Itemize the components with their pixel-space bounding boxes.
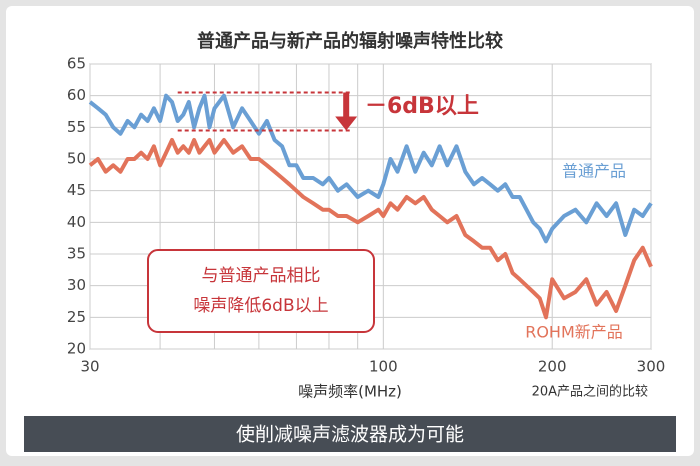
x-tick-label: 30 [80,358,99,376]
series-label: ROHM新产品 [525,323,623,342]
y-tick-label: 45 [67,181,86,199]
y-tick-label: 55 [67,118,86,136]
y-tick-label: 20 [67,340,86,358]
series-line [88,138,653,320]
x-tick-label: 300 [637,358,666,376]
y-tick-label: 60 [67,86,86,104]
y-tick-label: 65 [67,55,86,73]
reduction-arrowhead [335,116,358,131]
y-tick-label: 40 [67,213,86,231]
series-label: 普通产品 [562,162,626,181]
callout-box [147,249,375,333]
y-tick-label: 50 [67,150,86,168]
reduction-label: －6dB以上 [365,94,479,119]
x-tick-label: 100 [369,358,398,376]
banner: 使削减噪声滤波器成为可能 [236,424,464,446]
callout-line: 噪声降低6dB以上 [193,296,328,316]
note: 20A产品之间的比较 [532,384,648,400]
chart-title: 普通产品与新产品的辐射噪声特性比较 [197,30,503,52]
y-tick-label: 30 [67,276,86,294]
series-line [88,93,653,244]
y-tick-label: 25 [67,308,86,326]
x-axis-label: 噪声频率(MHz) [298,383,402,401]
y-tick-label: 35 [67,245,86,263]
banner-bg [24,416,676,452]
callout-line: 与普通产品相比 [202,266,321,286]
x-tick-label: 200 [538,358,567,376]
